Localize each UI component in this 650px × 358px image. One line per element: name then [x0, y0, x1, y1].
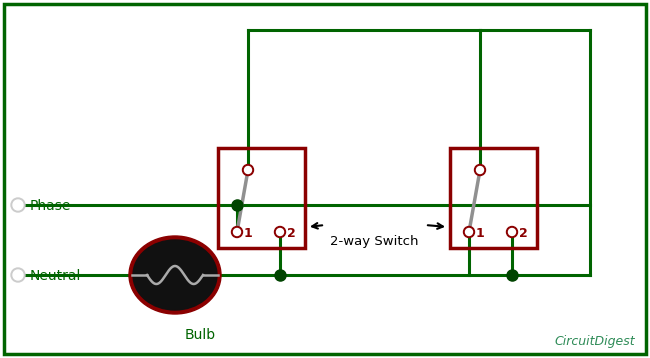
Text: 1: 1: [244, 227, 253, 240]
Text: Neutral: Neutral: [30, 269, 81, 283]
Circle shape: [506, 227, 517, 237]
Circle shape: [13, 270, 23, 280]
Circle shape: [276, 228, 283, 236]
Circle shape: [474, 164, 486, 175]
Circle shape: [11, 198, 25, 212]
Text: 1: 1: [476, 227, 485, 240]
Circle shape: [476, 166, 484, 174]
Circle shape: [465, 228, 473, 236]
Ellipse shape: [133, 240, 217, 310]
Text: 2-way Switch: 2-way Switch: [330, 235, 419, 248]
Text: CircuitDigest: CircuitDigest: [554, 335, 635, 348]
Circle shape: [244, 166, 252, 174]
Circle shape: [463, 227, 474, 237]
Circle shape: [13, 200, 23, 210]
Bar: [450, 148, 537, 248]
Ellipse shape: [129, 236, 221, 314]
Text: Bulb: Bulb: [185, 328, 216, 342]
Circle shape: [11, 268, 25, 282]
Circle shape: [231, 227, 242, 237]
Text: 2: 2: [519, 227, 528, 240]
Circle shape: [233, 228, 240, 236]
Circle shape: [274, 227, 285, 237]
Circle shape: [508, 228, 515, 236]
Bar: [218, 148, 305, 248]
Text: 2: 2: [287, 227, 296, 240]
Text: Phase: Phase: [30, 199, 72, 213]
Circle shape: [242, 164, 254, 175]
